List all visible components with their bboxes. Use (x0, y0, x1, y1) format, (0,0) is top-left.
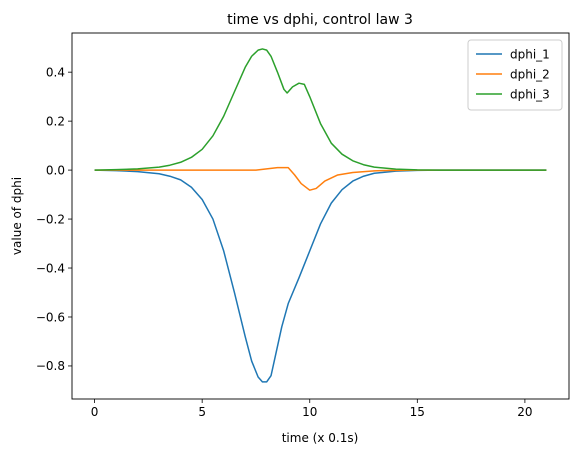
x-tick-label: 0 (91, 405, 99, 419)
y-tick-label: 0.4 (46, 65, 65, 79)
legend-label-dphi-1: dphi_1 (510, 47, 550, 61)
y-tick-label: 0.0 (46, 163, 65, 177)
x-tick-label: 15 (410, 405, 425, 419)
legend-box (467, 39, 563, 111)
legend-label-dphi-3: dphi_3 (510, 87, 550, 101)
y-axis-label: value of dphi (10, 177, 24, 255)
y-axis: −0.8 −0.6 −0.4 −0.2 0.0 0.2 0.4 (36, 65, 72, 373)
chart-title: time vs dphi, control law 3 (227, 12, 413, 28)
plot-area-frame (71, 32, 570, 400)
x-tick-label: 20 (517, 405, 532, 419)
x-axis: 0 5 10 15 20 (91, 399, 533, 419)
x-tick-label: 10 (302, 405, 317, 419)
y-tick-label: −0.6 (36, 310, 65, 324)
legend: dphi_1 dphi_2 dphi_3 (467, 39, 563, 111)
y-tick-label: −0.2 (36, 212, 65, 226)
x-axis-label: time (x 0.1s) (282, 431, 359, 445)
series-line-dphi-1 (94, 169, 547, 383)
series-line-dphi-2 (94, 166, 547, 191)
x-tick-label: 5 (198, 405, 206, 419)
y-tick-label: −0.8 (36, 359, 65, 373)
series-layer (94, 48, 547, 383)
series-line-dphi-3 (94, 48, 547, 171)
y-tick-label: −0.4 (36, 261, 65, 275)
legend-label-dphi-2: dphi_2 (510, 67, 550, 81)
y-tick-label: 0.2 (46, 114, 65, 128)
